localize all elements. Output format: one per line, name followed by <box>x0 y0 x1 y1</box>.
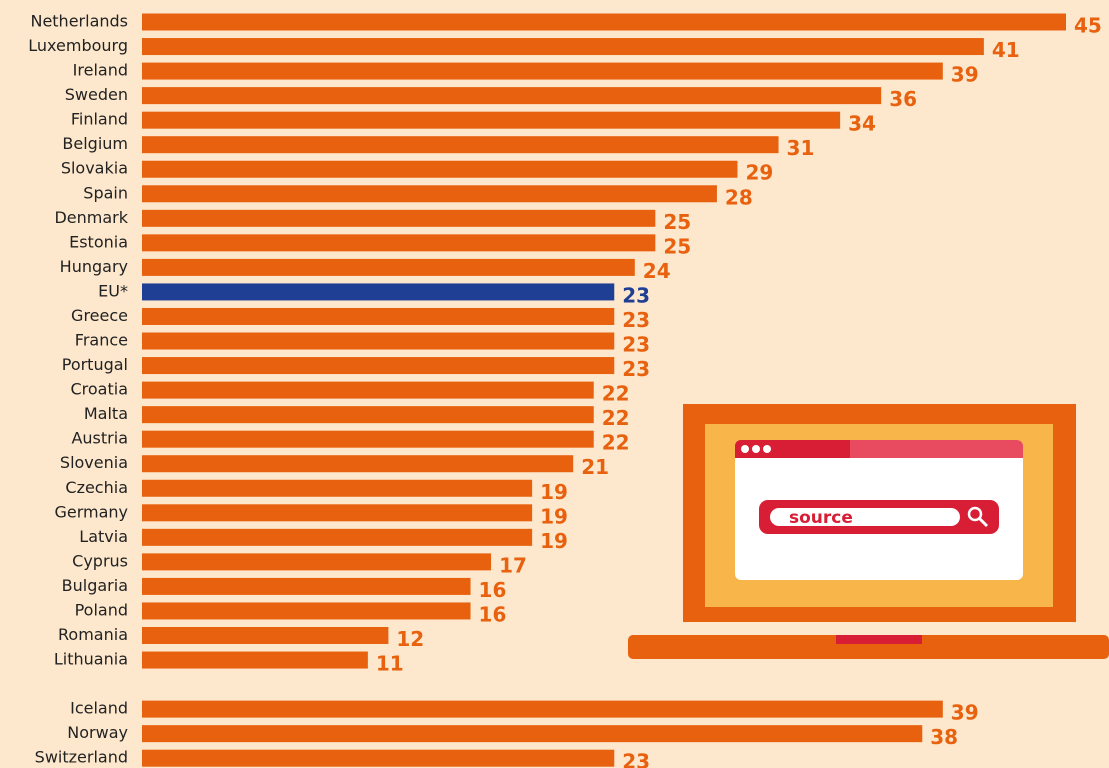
bar <box>142 627 388 644</box>
search-text: source <box>789 508 853 528</box>
value-label: 19 <box>540 480 568 504</box>
bar <box>142 161 737 178</box>
category-label: Spain <box>83 183 128 202</box>
value-label: 31 <box>787 136 815 160</box>
computer-illustration: source <box>628 404 1109 659</box>
bar <box>142 112 840 129</box>
category-label: Malta <box>84 404 128 423</box>
bar <box>142 87 881 104</box>
bar <box>142 504 532 521</box>
category-label: Bulgaria <box>62 576 128 595</box>
category-label: Czechia <box>65 478 128 497</box>
category-label: Hungary <box>60 257 128 276</box>
bar <box>142 725 922 742</box>
bar <box>142 185 717 202</box>
value-label: 21 <box>581 455 609 479</box>
value-label: 17 <box>499 553 527 577</box>
value-label: 12 <box>396 627 424 651</box>
value-label: 22 <box>602 382 630 406</box>
category-label: EU* <box>98 281 128 300</box>
category-label: Lithuania <box>54 650 128 669</box>
bar <box>142 406 594 423</box>
bar <box>142 283 614 300</box>
bar <box>142 480 532 497</box>
value-label: 28 <box>725 185 753 209</box>
value-label: 39 <box>951 63 979 87</box>
value-label: 25 <box>663 210 691 234</box>
bar <box>142 357 614 374</box>
value-label: 23 <box>622 308 650 332</box>
bar <box>142 455 573 472</box>
bar <box>142 382 594 399</box>
value-label: 22 <box>602 406 630 430</box>
window-dot <box>741 445 749 453</box>
category-label: Iceland <box>70 699 128 718</box>
value-label: 19 <box>540 529 568 553</box>
category-label: Germany <box>54 502 128 521</box>
laptop-notch <box>836 635 922 644</box>
value-label: 39 <box>951 701 979 725</box>
category-label: Switzerland <box>35 748 128 767</box>
category-label: Slovakia <box>61 159 128 178</box>
bar <box>142 602 471 619</box>
bar <box>142 553 491 570</box>
category-label: Netherlands <box>30 12 128 31</box>
value-label: 34 <box>848 112 876 136</box>
bar <box>142 14 1066 31</box>
value-label: 22 <box>602 431 630 455</box>
bar <box>142 750 614 767</box>
category-label: Poland <box>75 600 128 619</box>
bar <box>142 701 943 718</box>
value-label: 45 <box>1074 14 1102 38</box>
category-label: Luxembourg <box>28 36 128 55</box>
category-label: Romania <box>58 625 128 644</box>
value-label: 16 <box>479 578 507 602</box>
value-label: 23 <box>622 283 650 307</box>
bar <box>142 308 614 325</box>
value-label: 41 <box>992 38 1020 62</box>
category-label: Greece <box>71 306 128 325</box>
value-label: 24 <box>643 259 671 283</box>
value-label: 38 <box>930 725 958 749</box>
category-label: France <box>75 331 128 350</box>
bar <box>142 234 655 251</box>
bar <box>142 259 635 276</box>
category-label: Cyprus <box>72 551 128 570</box>
chart: source Netherlands 45 Luxembourg 41 Ireland 3… <box>0 0 1109 768</box>
window-dot <box>763 445 771 453</box>
category-label: Slovenia <box>60 453 128 472</box>
category-label: Portugal <box>62 355 128 374</box>
bar <box>142 652 368 669</box>
category-label: Belgium <box>62 134 128 153</box>
bar <box>142 63 943 80</box>
bar <box>142 529 532 546</box>
value-label: 23 <box>622 333 650 357</box>
category-label: Norway <box>67 723 128 742</box>
value-label: 23 <box>622 750 650 768</box>
category-label: Ireland <box>73 61 128 80</box>
window-dot <box>752 445 760 453</box>
value-label: 25 <box>663 234 691 258</box>
value-label: 23 <box>622 357 650 381</box>
value-label: 16 <box>479 602 507 626</box>
category-label: Denmark <box>54 208 128 227</box>
bar <box>142 38 984 55</box>
category-label: Latvia <box>79 527 128 546</box>
bar <box>142 210 655 227</box>
bar <box>142 578 471 595</box>
bar <box>142 136 779 153</box>
value-label: 11 <box>376 652 404 676</box>
category-label: Sweden <box>65 85 128 104</box>
category-label: Croatia <box>70 380 128 399</box>
category-label: Austria <box>71 429 128 448</box>
bar <box>142 333 614 350</box>
bar <box>142 431 594 448</box>
value-label: 19 <box>540 504 568 528</box>
value-label: 29 <box>745 161 773 185</box>
category-label: Estonia <box>69 232 128 251</box>
value-label: 36 <box>889 87 917 111</box>
category-label: Finland <box>71 110 128 129</box>
